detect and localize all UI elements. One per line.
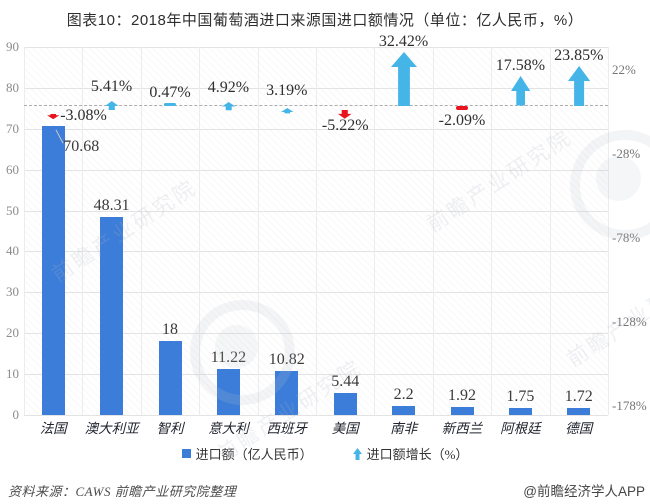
- y-axis-tick-right: -78%: [612, 230, 641, 245]
- growth-value-label: 5.41%: [90, 77, 133, 95]
- y-axis-tick-left: 0: [12, 407, 20, 422]
- bar: [216, 369, 240, 415]
- bar: [392, 406, 416, 415]
- growth-value-label: 17.58%: [495, 57, 546, 75]
- growth-value-label: 3.19%: [266, 81, 308, 99]
- growth-up-arrow-icon: [390, 51, 417, 111]
- legend-up-arrow-icon: [352, 447, 362, 460]
- footer-brand-text: @前瞻经济学人APP: [523, 484, 645, 499]
- x-axis-category-label: 西班牙: [266, 421, 308, 436]
- bar-value-label: 10.82: [268, 350, 305, 368]
- gridline-vertical: [316, 47, 317, 415]
- y-axis-tick-left: 60: [6, 161, 19, 177]
- bar-value-label: 1.72: [564, 387, 593, 405]
- growth-down-arrow-icon: [456, 106, 468, 110]
- bar-value-label: 70.68: [63, 137, 100, 155]
- growth-value-label: 0.47%: [149, 84, 191, 101]
- plot-area: 70.68 48.31 18 11.22 10.82 5.44 2.2 1.92 1.75 1.7…: [24, 33, 609, 416]
- legend-item-growth: 进口额增长（%）: [352, 444, 469, 463]
- growth-up-arrow-icon: [280, 101, 294, 119]
- y-axis-tick-left: 50: [6, 202, 19, 218]
- bar: [100, 217, 124, 415]
- gridline-vertical: [257, 47, 259, 415]
- growth-value-label: 32.42%: [378, 32, 429, 50]
- x-axis-category-label: 美国: [331, 421, 359, 436]
- y-axis-tick-left: 10: [6, 366, 19, 382]
- growth-value-label: -3.08%: [60, 107, 107, 124]
- bar-value-label: 11.22: [210, 349, 247, 367]
- bar: [333, 392, 357, 415]
- y-axis-tick-right: -128%: [612, 314, 647, 329]
- gridline-vertical: [432, 47, 434, 415]
- growth-down-arrow-icon: [338, 106, 352, 124]
- growth-down-arrow-icon: [46, 106, 60, 124]
- y-axis-tick-left: 20: [6, 325, 19, 341]
- footer-source-text: 资料来源：CAWS 前瞻产业研究院整理: [8, 484, 237, 499]
- x-axis-category-label: 意大利: [208, 421, 249, 436]
- x-axis-category-label: 新西兰: [441, 421, 483, 436]
- y-axis-tick-left: 90: [6, 39, 19, 54]
- bar: [41, 125, 65, 415]
- bar-value-label: 48.31: [93, 197, 130, 215]
- y-axis-tick-left: 80: [6, 79, 19, 95]
- x-axis-category-label: 法国: [39, 421, 67, 436]
- legend: 进口额（亿人民币） 进口额增长（%）: [0, 444, 650, 463]
- x-axis-category-label: 阿根廷: [500, 421, 541, 436]
- gridline-vertical: [374, 47, 376, 415]
- bar-value-label: 18: [162, 321, 178, 339]
- growth-value-label: 23.85%: [554, 46, 604, 64]
- y-axis-tick-left: 30: [6, 284, 19, 300]
- y-axis-tick-left: 70: [6, 120, 19, 136]
- y-axis-tick-right: -28%: [612, 146, 641, 161]
- chart-title: 图表10：2018年中国葡萄酒进口来源国进口额情况（单位：亿人民币，%）: [66, 12, 584, 29]
- bar: [508, 407, 532, 415]
- gridline-horizontal: [24, 415, 608, 416]
- bar-value-label: 5.44: [331, 372, 360, 390]
- x-axis-category-label: 智利: [156, 421, 184, 436]
- bar: [275, 370, 299, 415]
- x-axis-category-label: 德国: [565, 421, 593, 436]
- growth-up-arrow-icon: [510, 76, 531, 111]
- x-axis-category-label: 澳大利亚: [84, 421, 139, 436]
- growth-value-label: -2.09%: [438, 111, 486, 129]
- bar-value-label: 1.92: [448, 387, 476, 405]
- legend-label: 进口额增长（%）: [366, 447, 469, 462]
- y-axis-tick-right: -178%: [612, 398, 647, 413]
- bar: [158, 341, 182, 415]
- y-axis-tick-left: 40: [6, 243, 19, 259]
- growth-up-arrow-icon: [221, 98, 236, 116]
- gridline-vertical: [608, 47, 609, 415]
- gridline-vertical: [549, 47, 551, 415]
- legend-item-import-value: 进口额（亿人民币）: [181, 444, 313, 463]
- bar-value-label: 1.75: [506, 387, 535, 405]
- growth-value-label: -5.22%: [321, 116, 369, 134]
- growth-up-arrow-icon: [164, 103, 176, 106]
- legend-bar-swatch-icon: [181, 449, 191, 458]
- growth-up-arrow-icon: [567, 65, 590, 111]
- x-axis-category-label: 南非: [390, 421, 418, 436]
- legend-label: 进口额（亿人民币）: [195, 447, 313, 462]
- bar: [450, 407, 474, 415]
- zero-growth-dashed-line: [24, 105, 608, 106]
- gridline-vertical: [199, 47, 201, 415]
- gridline-vertical: [491, 47, 493, 415]
- growth-up-arrow-icon: [104, 97, 119, 115]
- y-axis-tick-right: 22%: [612, 62, 636, 77]
- bar: [567, 407, 591, 415]
- gridline-vertical: [24, 47, 25, 415]
- bar-value-label: 2.2: [393, 386, 414, 403]
- gridline-vertical: [140, 47, 142, 415]
- growth-value-label: 4.92%: [207, 78, 250, 96]
- gridline-vertical: [82, 47, 84, 415]
